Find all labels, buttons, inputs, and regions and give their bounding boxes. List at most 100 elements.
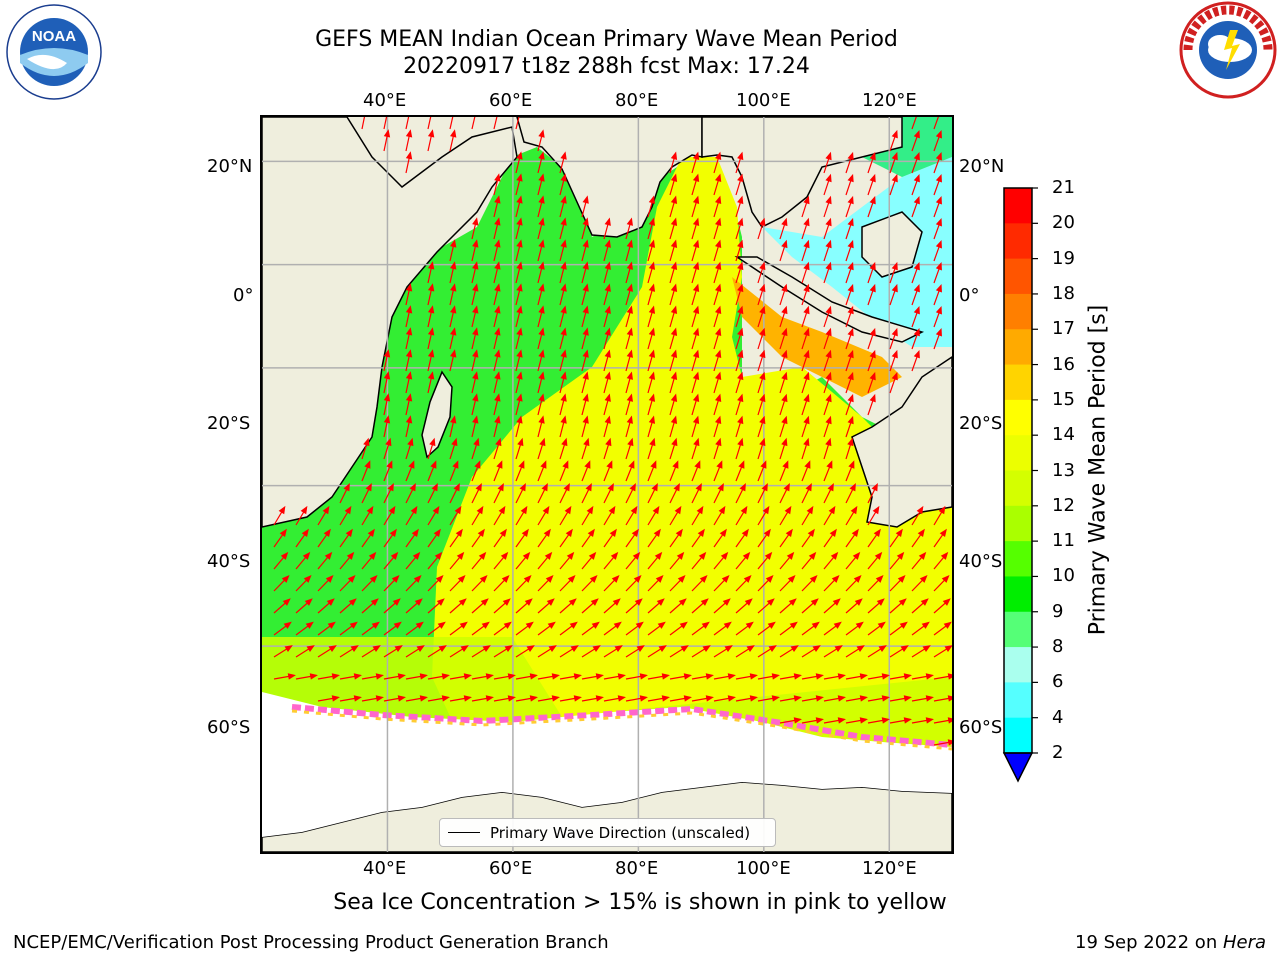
wave-arrow bbox=[867, 261, 876, 284]
wave-arrow bbox=[647, 217, 656, 240]
colorbar-tick-label: 2 bbox=[1052, 742, 1064, 763]
wave-arrow bbox=[515, 217, 523, 240]
wave-arrow bbox=[779, 239, 788, 262]
wave-arrow bbox=[537, 598, 555, 614]
wave-arrow bbox=[779, 598, 797, 614]
wave-arrow bbox=[471, 621, 490, 636]
lat-tick-right-20S: 20°S bbox=[959, 413, 1003, 434]
wave-arrow bbox=[889, 151, 898, 174]
wave-arrow bbox=[361, 505, 374, 526]
wave-arrow bbox=[625, 695, 648, 702]
wave-arrow bbox=[647, 415, 656, 438]
wave-arrow bbox=[669, 695, 692, 702]
wave-arrow bbox=[889, 371, 898, 394]
wave-arrow bbox=[581, 460, 591, 482]
colorbar-tick-label: 9 bbox=[1052, 600, 1064, 622]
wave-arrow bbox=[647, 460, 657, 482]
wave-arrow bbox=[735, 327, 744, 350]
wave-arrow bbox=[471, 117, 476, 130]
wave-arrow bbox=[471, 217, 479, 240]
colorbar-cell bbox=[1004, 682, 1032, 719]
wave-arrow bbox=[845, 217, 854, 240]
wave-arrow bbox=[295, 598, 313, 614]
wave-arrow bbox=[713, 327, 722, 350]
wave-arrow bbox=[537, 195, 545, 218]
nws-logo bbox=[1178, 0, 1278, 100]
wave-arrow bbox=[713, 673, 736, 680]
wave-arrow bbox=[867, 371, 876, 394]
lat-tick-left-40S: 40°S bbox=[207, 551, 251, 572]
wave-arrow bbox=[713, 305, 722, 328]
colorbar-cell bbox=[1004, 364, 1032, 401]
wave-arrow bbox=[515, 528, 529, 548]
wave-arrow bbox=[581, 261, 589, 284]
wave-arrow bbox=[713, 195, 722, 218]
wave-arrow bbox=[339, 645, 359, 658]
wave-arrow bbox=[757, 505, 770, 526]
wave-arrow bbox=[625, 460, 635, 482]
wave-arrow bbox=[713, 217, 722, 240]
wave-arrow bbox=[845, 239, 854, 262]
wave-arrow bbox=[691, 505, 704, 526]
wave-arrow bbox=[361, 460, 371, 482]
wave-arrow bbox=[713, 528, 727, 548]
wave-arrow bbox=[449, 505, 462, 526]
wave-arrow bbox=[845, 283, 854, 306]
wave-arrow bbox=[559, 261, 567, 284]
wave-arrow bbox=[691, 173, 700, 196]
wave-arrow bbox=[735, 371, 744, 394]
wave-arrow bbox=[669, 483, 680, 504]
wave-arrow bbox=[867, 483, 878, 504]
wave-arrow bbox=[559, 598, 577, 614]
wave-arrow bbox=[317, 645, 337, 658]
wave-arrow bbox=[779, 621, 798, 636]
wave-arrow bbox=[493, 673, 516, 680]
wave-arrow bbox=[625, 645, 645, 658]
wave-arrow bbox=[757, 415, 766, 438]
wave-arrow bbox=[647, 695, 670, 702]
wave-arrow bbox=[317, 598, 335, 614]
wave-arrow bbox=[669, 151, 678, 174]
wave-arrow bbox=[823, 528, 837, 548]
wave-arrow bbox=[383, 695, 406, 702]
wave-arrow bbox=[823, 695, 846, 702]
wave-arrow bbox=[713, 483, 724, 504]
wave-arrow bbox=[559, 239, 567, 262]
wave-arrow bbox=[603, 393, 611, 416]
wave-arrow bbox=[449, 598, 467, 614]
wave-arrow bbox=[713, 437, 722, 460]
wave-arrow bbox=[933, 695, 952, 702]
wave-arrow bbox=[911, 717, 934, 724]
wave-arrow bbox=[669, 598, 687, 614]
wave-arrow bbox=[449, 305, 457, 328]
wave-arrow bbox=[515, 598, 533, 614]
wave-arrow bbox=[383, 117, 388, 130]
wave-arrow bbox=[691, 551, 707, 570]
wave-arrow bbox=[911, 528, 925, 548]
wave-arrow bbox=[493, 349, 501, 372]
ocean-orange-zone bbox=[732, 277, 902, 397]
wave-arrow bbox=[669, 393, 678, 416]
wave-arrow bbox=[625, 305, 633, 328]
wave-arrow bbox=[603, 598, 621, 614]
wave-arrow bbox=[603, 239, 611, 262]
wave-arrow bbox=[295, 528, 309, 548]
colorbar-cell bbox=[1004, 505, 1032, 542]
wave-arrow bbox=[471, 598, 489, 614]
wave-arrow bbox=[603, 217, 611, 240]
colorbar-cell bbox=[1004, 541, 1032, 577]
wave-arrow bbox=[779, 505, 792, 526]
wave-arrow bbox=[823, 598, 841, 614]
wave-arrow bbox=[427, 460, 437, 482]
colorbar-cell bbox=[1004, 223, 1032, 260]
wave-arrow bbox=[867, 528, 881, 548]
wave-arrow bbox=[537, 575, 554, 592]
wave-arrow bbox=[801, 575, 818, 592]
wave-arrow bbox=[339, 673, 362, 680]
wave-arrow bbox=[889, 349, 898, 372]
wave-arrow bbox=[911, 261, 920, 284]
wave-arrow bbox=[493, 327, 501, 350]
wave-arrow bbox=[801, 371, 810, 394]
colorbar-tick-label: 8 bbox=[1052, 636, 1064, 658]
colorbar-cell bbox=[1004, 435, 1032, 471]
